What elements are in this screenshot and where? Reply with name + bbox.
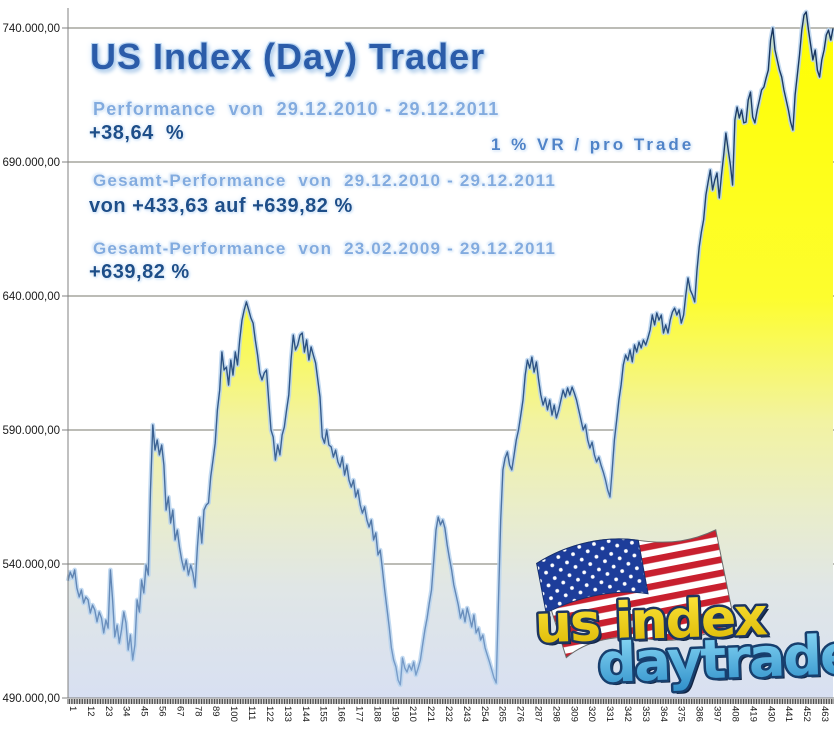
risk-per-trade-note: 1 % VR / pro Trade (491, 135, 695, 154)
y-axis-label: 690.000,00 (2, 157, 60, 169)
x-axis-label: 210 (407, 706, 418, 722)
x-axis-label: 452 (801, 706, 812, 722)
x-axis-label: 265 (497, 706, 508, 722)
gesamt-performance1-value: von +433,63 auf +639,82 % (89, 195, 353, 217)
x-axis-label: 89 (210, 706, 221, 717)
x-axis-label: 397 (712, 706, 723, 722)
x-axis-label: 309 (568, 706, 579, 722)
x-axis-label: 331 (604, 706, 615, 722)
equity-series (65, 9, 834, 698)
x-axis-label: 276 (515, 706, 526, 722)
x-axis-label: 23 (103, 706, 114, 717)
x-axis-label: 144 (300, 706, 311, 722)
performance-period-label: Performance von 29.12.2010 - 29.12.2011 (93, 99, 500, 119)
x-axis-label: 320 (586, 706, 597, 722)
logo-word-usindex-shadow: us index (537, 590, 771, 658)
logo-word-usindex: us index (534, 587, 768, 655)
x-axis-label: 111 (246, 706, 257, 720)
axes-and-ticks: 740.000,00 690.000,00 640.000,00 590.000,00… (2, 8, 834, 722)
x-axis-label: 12 (85, 706, 96, 717)
x-axis-label: 56 (157, 706, 168, 717)
x-axis-label: 34 (121, 706, 132, 717)
y-axis-label: 590.000,00 (2, 425, 60, 437)
x-axis-label: 67 (174, 706, 185, 717)
x-axis-label: 342 (622, 706, 633, 722)
x-axis-label: 353 (640, 706, 651, 722)
x-axis-label: 133 (282, 706, 293, 722)
gesamt-performance2-value: +639,82 % (89, 261, 190, 283)
x-axis-label: 45 (139, 706, 150, 717)
y-axis-label: 740.000,00 (2, 23, 60, 35)
x-axis-label: 243 (461, 706, 472, 722)
chart-title: US Index (Day) Trader (90, 36, 486, 77)
x-axis-label: 166 (336, 706, 347, 722)
x-axis-label: 221 (425, 706, 436, 722)
flag-canton (536, 538, 649, 614)
gesamt-performance1-label: Gesamt-Performance von 29.12.2010 - 29.1… (93, 171, 557, 190)
x-axis-label: 430 (765, 706, 776, 722)
logo-word-daytrader: daytrader (597, 622, 834, 695)
x-axis-label: 100 (228, 706, 239, 722)
x-axis-label: 254 (479, 706, 490, 722)
x-axis-label: 408 (729, 706, 740, 722)
x-axis-label: 188 (371, 706, 382, 722)
x-axis-label: 1 (67, 706, 78, 711)
x-axis-label: 463 (819, 706, 830, 722)
performance-value: +38,64 % (89, 122, 185, 144)
x-axis-label: 232 (443, 706, 454, 722)
y-axis-label: 490.000,00 (2, 693, 60, 705)
x-axis-label: 364 (658, 706, 669, 722)
area-fill (68, 11, 833, 698)
x-axis-label: 386 (694, 706, 705, 722)
x-axis-label: 419 (747, 706, 758, 722)
usindex-daytrader-logo: us index us index daytrader daytrader (531, 529, 834, 698)
y-axis-label: 640.000,00 (2, 291, 60, 303)
x-axis-label: 287 (533, 706, 544, 722)
x-axis-label: 441 (783, 706, 794, 722)
logo-word-daytrader-shadow: daytrader (600, 625, 834, 698)
x-axis-label: 375 (676, 706, 687, 722)
equity-line (67, 11, 834, 686)
us-flag-icon (536, 529, 735, 659)
gesamt-performance2-label: Gesamt-Performance von 23.02.2009 - 29.1… (93, 239, 557, 258)
x-axis-label: 155 (318, 706, 329, 722)
x-tick-band (67, 699, 834, 704)
x-axis-label: 177 (353, 706, 364, 722)
x-axis-label: 298 (550, 706, 561, 722)
y-axis-label: 540.000,00 (2, 559, 60, 571)
x-axis-label: 122 (264, 706, 275, 722)
x-axis-label: 78 (192, 706, 203, 717)
x-axis-label: 199 (389, 706, 400, 722)
